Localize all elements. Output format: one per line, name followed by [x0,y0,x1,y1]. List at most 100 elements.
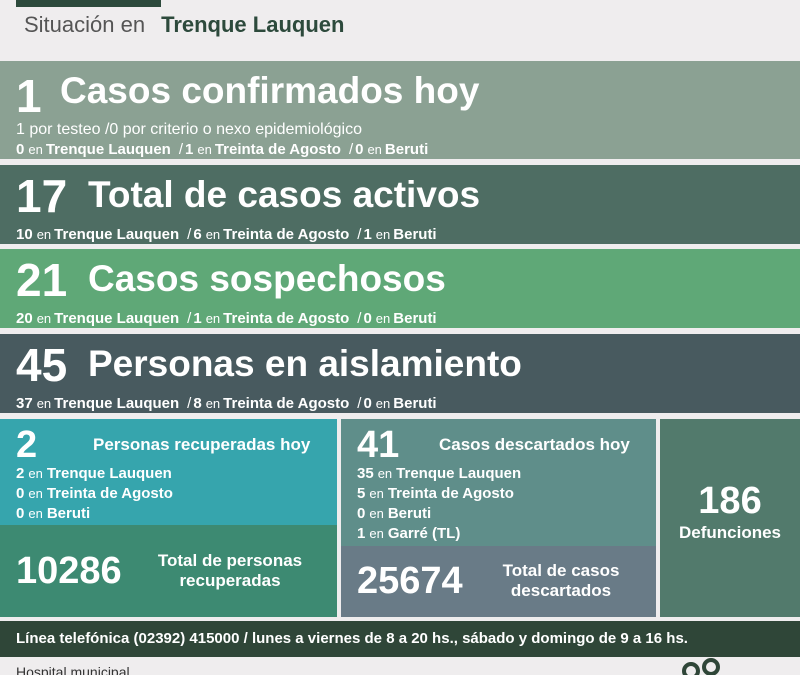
municipal-logo-icon [682,658,726,675]
place-tl: Trenque Lauquen [45,141,171,158]
logo-ring-right [702,658,720,675]
separator: / [357,395,362,412]
place-be: Beruti [46,505,91,522]
place-tl: Trenque Lauquen [54,226,180,243]
separator: / [187,395,192,412]
aislamiento-places: 37 en Trenque Lauquen/8 en Treinta de Agosto… [16,395,437,413]
en-label: en [375,311,391,326]
count-ta: 6 [193,226,202,243]
separator: / [187,310,192,327]
place-be: Beruti [393,395,437,412]
en-label: en [205,396,221,411]
recuperados-be: 0 en Beruti [16,504,90,524]
en-label: en [367,142,382,157]
recuperados-total-label-1: Total de personas [157,551,303,570]
en-label: en [36,227,52,242]
recuperados-total-panel: 10286 Total de personas recuperadas [0,525,337,617]
count-be: 0 [16,505,25,522]
place-be: Beruti [384,141,429,158]
en-label: en [369,486,384,501]
count-be: 0 [355,141,364,158]
separator: / [178,141,183,158]
en-label: en [369,506,384,521]
en-label: en [377,466,393,481]
descartados-title: Casos descartados hoy [439,435,630,454]
descartados-today-panel: 41 Casos descartados hoy 35 en Trenque Lau… [341,419,656,546]
en-label: en [28,486,43,501]
descartados-tl: 35 en Trenque Lauquen [357,464,521,484]
en-label: en [197,142,212,157]
place-be: Beruti [393,310,437,327]
place-tl: Trenque Lauquen [54,395,180,412]
recuperados-ta: 0 en Treinta de Agosto [16,484,173,504]
place-be: Beruti [387,505,432,522]
place-ta: Treinta de Agosto [223,226,350,243]
count-tl: 37 [16,395,33,412]
en-label: en [205,311,221,326]
activos-places: 10 en Trenque Lauquen/6 en Treinta de Agosto… [16,226,437,244]
recuperados-tl: 2 en Trenque Lauquen [16,464,172,484]
en-label: en [205,227,221,242]
sospechosos-band: 21 Casos sospechosos 20 en Trenque Lauquen… [0,249,800,328]
count-tl: 0 [16,141,25,158]
count-be: 0 [363,395,372,412]
header-prefix: Situación en [24,12,146,37]
recuperados-total: 10286 [16,550,122,592]
count-ta: 0 [16,485,25,502]
aislamiento-count: 45 [16,339,68,391]
activos-title: Total de casos activos [88,174,481,215]
separator: / [357,310,362,327]
separator: / [187,226,192,243]
en-label: en [36,396,52,411]
count-ta: 8 [193,395,202,412]
sospechosos-title: Casos sospechosos [88,258,446,299]
confirmados-places: 0 en Trenque Lauquen/1 en Treinta de Agosto /… [16,141,428,159]
recuperados-title: Personas recuperadas hoy [93,435,311,454]
en-label: en [369,526,384,541]
place-tl: Trenque Lauquen [46,465,172,482]
logo-ring-left [682,662,700,675]
activos-count: 17 [16,170,68,222]
confirmados-band: 1 Casos confirmados hoy 1 por testeo /0 … [0,61,800,159]
recuperados-count: 2 [16,424,38,466]
hospital-label: Hospital municipal [16,664,130,675]
defunciones-panel: 186 Defunciones [660,419,800,617]
en-label: en [28,506,43,521]
descartados-be: 0 en Beruti [357,504,431,524]
sospechosos-places: 20 en Trenque Lauquen/1 en Treinta de Agosto… [16,310,437,328]
top-accent-bar [16,0,161,7]
descartados-ga: 1 en Garré (TL) [357,524,460,544]
descartados-total-label-2: descartados [510,581,612,600]
activos-band: 17 Total de casos activos 10 en Trenque La… [0,165,800,244]
place-ta: Treinta de Agosto [214,141,341,158]
count-ta: 1 [185,141,194,158]
place-be: Beruti [393,226,437,243]
count-tl: 20 [16,310,33,327]
defunciones-label: Defunciones [678,523,782,542]
confirmados-detail: 1 por testeo /0 por criterio o nexo epid… [16,121,362,138]
en-label: en [375,227,391,242]
count-be: 1 [363,226,372,243]
header: Situación en Trenque Lauquen [24,12,344,42]
descartados-total: 25674 [357,560,463,602]
en-label: en [36,311,52,326]
place-ga: Garré (TL) [387,525,461,542]
count-ga: 1 [357,525,366,542]
place-ta: Treinta de Agosto [223,310,350,327]
count-tl: 2 [16,465,25,482]
place-ta: Treinta de Agosto [387,485,514,502]
count-tl: 35 [357,465,374,482]
en-label: en [28,466,43,481]
place-ta: Treinta de Agosto [223,395,350,412]
descartados-total-label-1: Total de casos [502,561,620,580]
confirmados-title: Casos confirmados hoy [60,70,480,111]
en-label: en [375,396,391,411]
aislamiento-title: Personas en aislamiento [88,343,522,384]
count-tl: 10 [16,226,33,243]
descartados-total-panel: 25674 Total de casos descartados [341,546,656,617]
descartados-count: 41 [357,424,400,466]
confirmados-count: 1 [16,70,42,122]
count-ta: 1 [193,310,202,327]
separator: / [357,226,362,243]
count-be: 0 [357,505,366,522]
